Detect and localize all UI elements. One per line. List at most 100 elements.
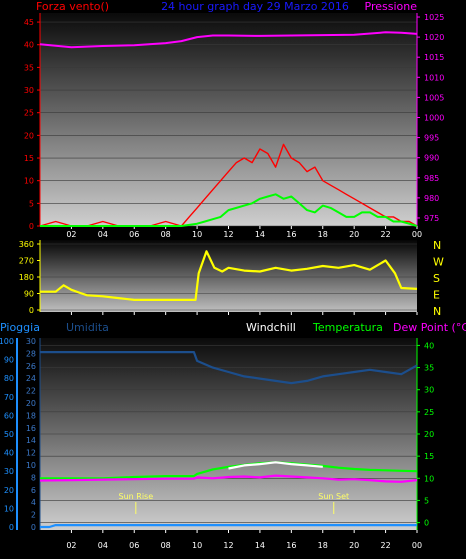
x-tick-label: 00 — [412, 541, 422, 550]
pressure-tick-label: 980 — [424, 194, 439, 203]
rain-tick-label: 20 — [4, 486, 14, 495]
rain-tick-label: 70 — [4, 393, 14, 402]
rain-tick-label: 90 — [4, 356, 14, 365]
x-tick-label: 20 — [349, 541, 359, 550]
humidity-tick-label: 14 — [26, 436, 36, 445]
rain-tick-label: 50 — [4, 430, 14, 439]
series-line-pressure — [39, 31, 418, 49]
series-line-rain — [40, 524, 417, 529]
series-line-windchill — [228, 461, 323, 470]
x-tick-label: 06 — [129, 541, 139, 550]
chart-layer: 0510152025303540459759809859909951000100… — [0, 13, 444, 550]
x-tick-label: 04 — [98, 230, 108, 239]
temp-tick-label: 25 — [424, 408, 434, 417]
humidity-tick-label: 16 — [26, 424, 36, 433]
wind-tick-label: 35 — [24, 63, 34, 72]
pressure-tick-label: 1005 — [424, 93, 444, 102]
humidity-tick-label: 24 — [26, 374, 36, 383]
x-tick-label: 14 — [255, 230, 265, 239]
compass-label: N — [433, 239, 441, 252]
x-tick-label: 10 — [192, 541, 202, 550]
wind-axis-title: Forza vento() — [36, 0, 109, 13]
pressure-tick-label: 1025 — [424, 13, 444, 22]
temp-tick-label: 5 — [424, 496, 429, 505]
temp-tick-label: 10 — [424, 474, 434, 483]
x-tick-label: 14 — [255, 541, 265, 550]
wind-panel-bg — [40, 13, 417, 226]
series-line-gust — [40, 193, 418, 227]
wind-tick-label: 0 — [29, 222, 34, 231]
humidity-tick-label: 0 — [31, 523, 36, 532]
humidity-tick-label: 2 — [31, 511, 36, 520]
x-tick-label: 06 — [129, 230, 139, 239]
rain-label: Pioggia — [0, 321, 40, 334]
windchill-label: Windchill — [246, 321, 296, 334]
wind-tick-label: 15 — [24, 154, 34, 163]
x-tick-label: 04 — [98, 541, 108, 550]
x-tick-label: 20 — [349, 230, 359, 239]
direction-tick-label: 180 — [19, 273, 34, 282]
rain-tick-label: 100 — [0, 337, 14, 346]
wind-tick-label: 5 — [29, 199, 34, 208]
dewpoint-label: Dew Point (°C) — [393, 321, 466, 334]
rain-tick-label: 40 — [4, 449, 14, 458]
temp-tick-label: 20 — [424, 430, 434, 439]
chart-title: 24 hour graph day 29 Marzo 2016 — [161, 0, 349, 13]
temp-tick-label: 35 — [424, 364, 434, 373]
humidity-tick-label: 4 — [31, 498, 36, 507]
compass-label: W — [433, 256, 444, 269]
temp-tick-label: 15 — [424, 452, 434, 461]
x-tick-label: 08 — [161, 230, 171, 239]
direction-tick-label: 270 — [19, 257, 34, 266]
x-tick-label: 12 — [223, 230, 233, 239]
pressure-tick-label: 1015 — [424, 53, 444, 62]
x-tick-label: 00 — [412, 230, 422, 239]
temp-tick-label: 0 — [424, 519, 429, 528]
sun-annotation: Sun Set — [318, 492, 349, 501]
humidity-tick-label: 18 — [26, 411, 36, 420]
humidity-tick-label: 12 — [26, 449, 36, 458]
direction-tick-label: 90 — [24, 290, 34, 299]
series-line-dewpoint — [39, 474, 418, 483]
x-tick-label: 12 — [223, 541, 233, 550]
wind-tick-label: 20 — [24, 131, 34, 140]
series-line-direction — [40, 250, 418, 301]
pressure-axis-title: Pressione — [365, 0, 418, 13]
humidity-tick-label: 22 — [26, 387, 36, 396]
pressure-tick-label: 975 — [424, 214, 439, 223]
x-tick-label: 02 — [66, 541, 76, 550]
pressure-tick-label: 1000 — [424, 113, 444, 122]
x-tick-label: 22 — [380, 230, 390, 239]
humidity-tick-label: 6 — [31, 486, 36, 495]
rain-tick-label: 60 — [4, 411, 14, 420]
humidity-tick-label: 8 — [31, 473, 36, 482]
humidity-tick-label: 10 — [26, 461, 36, 470]
temp-tick-label: 30 — [424, 386, 434, 395]
pressure-tick-label: 1020 — [424, 33, 444, 42]
rain-tick-label: 30 — [4, 467, 14, 476]
direction-tick-label: 360 — [19, 240, 34, 249]
series-line-humidity — [40, 351, 418, 385]
pressure-tick-label: 1010 — [424, 73, 444, 82]
x-tick-label: 08 — [161, 541, 171, 550]
pressure-tick-label: 990 — [424, 154, 439, 163]
compass-label: N — [433, 305, 441, 318]
x-tick-label: 16 — [286, 230, 296, 239]
x-tick-label: 16 — [286, 541, 296, 550]
humidity-tick-label: 20 — [26, 399, 36, 408]
wind-tick-label: 10 — [24, 177, 34, 186]
rain-tick-label: 80 — [4, 374, 14, 383]
temp-tick-label: 40 — [424, 341, 434, 350]
wind-tick-label: 45 — [24, 18, 34, 27]
x-tick-label: 22 — [380, 541, 390, 550]
direction-panel-bg — [40, 240, 417, 312]
x-tick-label: 18 — [318, 230, 328, 239]
humidity-tick-label: 26 — [26, 362, 36, 371]
direction-tick-label: 0 — [29, 306, 34, 315]
humidity-tick-label: 28 — [26, 349, 36, 358]
pressure-tick-label: 985 — [424, 174, 439, 183]
rain-tick-label: 10 — [4, 504, 14, 513]
temperature-label: Temperatura — [312, 321, 383, 334]
